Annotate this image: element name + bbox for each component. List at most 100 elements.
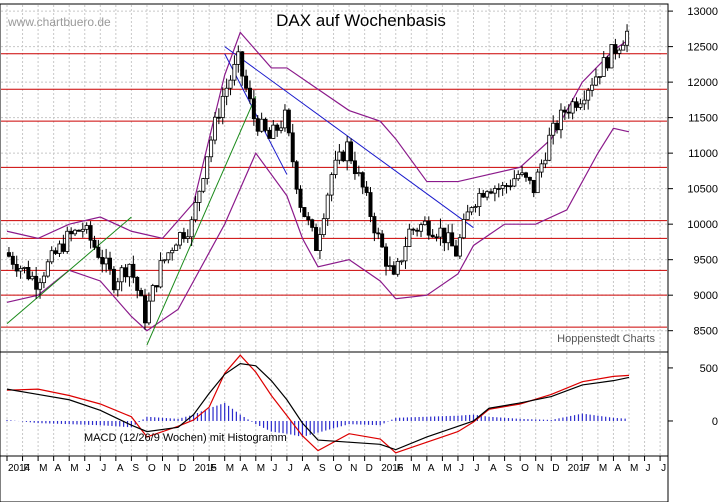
x-tick-label: J	[459, 463, 464, 474]
trendline-down	[224, 46, 474, 229]
candle-body	[193, 202, 198, 221]
candle-body	[34, 275, 39, 290]
candle-body	[271, 124, 276, 139]
candle-body	[469, 207, 474, 213]
candle-body	[212, 116, 217, 141]
candle-body	[41, 275, 46, 284]
candle-body	[53, 250, 58, 254]
candle-body	[621, 44, 626, 51]
candle-body	[391, 265, 396, 275]
candle-body	[314, 227, 319, 251]
candle-body	[166, 252, 171, 261]
candle-body	[131, 263, 136, 278]
candle-body	[135, 276, 140, 291]
candle-body	[267, 129, 272, 139]
candle-body	[317, 234, 322, 251]
y-tick-label: 8500	[694, 326, 718, 338]
candle-body	[65, 230, 70, 252]
x-tick-label: F	[24, 463, 30, 474]
watermark: www.chartbuero.de	[7, 15, 111, 29]
candle-body	[504, 185, 509, 187]
candle-body	[411, 228, 416, 231]
candle-body	[395, 260, 400, 275]
y-tick-label: 11500	[688, 113, 718, 125]
candle-body	[123, 267, 128, 278]
candle-body	[306, 216, 311, 221]
candle-body	[111, 268, 116, 291]
candle-body	[387, 265, 392, 268]
candle-body	[520, 172, 525, 175]
candle-body	[216, 116, 221, 119]
macd-y-tick-label: 500	[700, 363, 718, 375]
candle-body	[349, 141, 354, 162]
candle-body	[605, 57, 610, 69]
candle-body	[76, 229, 81, 232]
x-tick-label: J	[272, 463, 277, 474]
x-tick-label: J	[86, 463, 91, 474]
x-tick-label: N	[350, 463, 357, 474]
candle-body	[150, 285, 155, 302]
y-tick-label: 12500	[687, 42, 718, 54]
candle-body	[205, 156, 210, 180]
x-tick-label: J	[288, 463, 293, 474]
candle-body	[555, 122, 560, 131]
candle-body	[508, 185, 513, 188]
x-tick-label: A	[117, 463, 124, 474]
candle-body	[422, 220, 427, 226]
x-tick-label: F	[210, 463, 216, 474]
x-tick-label: M	[39, 463, 47, 474]
candle-body	[294, 161, 299, 190]
candle-body	[547, 134, 552, 161]
candle-body	[450, 232, 455, 247]
candle-body	[14, 264, 19, 272]
candle-body	[539, 163, 544, 173]
candle-body	[597, 76, 602, 78]
candle-body	[100, 257, 105, 265]
x-tick-label: 2016	[381, 463, 404, 474]
x-tick-label: A	[614, 463, 621, 474]
candle-body	[232, 63, 237, 81]
candle-body	[438, 227, 443, 238]
candle-body	[69, 230, 74, 235]
y-tick-label: 13000	[687, 6, 718, 18]
candle-body	[45, 261, 50, 277]
x-tick-label: A	[55, 463, 62, 474]
candle-body	[609, 44, 614, 69]
candle-body	[115, 281, 120, 291]
y-tick-label: 11000	[688, 148, 718, 160]
candle-body	[523, 172, 528, 178]
candle-body	[170, 250, 175, 254]
candle-body	[310, 219, 315, 228]
price-y-axis: 8500 9000 9500 10000 10500 11000 11500 12000 125…	[668, 6, 718, 338]
candle-body	[224, 87, 229, 97]
candle-body	[384, 246, 389, 267]
candle-body	[259, 118, 264, 132]
candle-body	[457, 237, 462, 257]
candle-body	[337, 151, 342, 161]
x-tick-label: M	[226, 463, 234, 474]
candle-body	[240, 51, 245, 77]
candle-body	[446, 232, 451, 244]
candle-body	[341, 151, 346, 162]
x-tick-label: M	[443, 463, 451, 474]
candle-body	[104, 257, 109, 265]
candle-body	[570, 101, 575, 114]
candle-body	[96, 246, 101, 258]
candle-body	[434, 236, 439, 239]
x-tick-label: J	[101, 463, 106, 474]
candle-body	[617, 49, 622, 54]
candle-body	[286, 109, 291, 134]
x-tick-label: D	[179, 463, 186, 474]
candle-body	[613, 44, 618, 54]
trendline-up	[6, 216, 132, 324]
candle-body	[57, 243, 62, 254]
x-tick-label: N	[164, 463, 171, 474]
macd-label: MACD (12/26/9 Wochen) mit Histogramm	[84, 432, 287, 444]
credit-label: Hoppenstedt Charts	[557, 333, 655, 345]
x-tick-label: A	[241, 463, 248, 474]
weekly-candles	[6, 24, 630, 330]
trendline-up-steep	[146, 96, 257, 346]
